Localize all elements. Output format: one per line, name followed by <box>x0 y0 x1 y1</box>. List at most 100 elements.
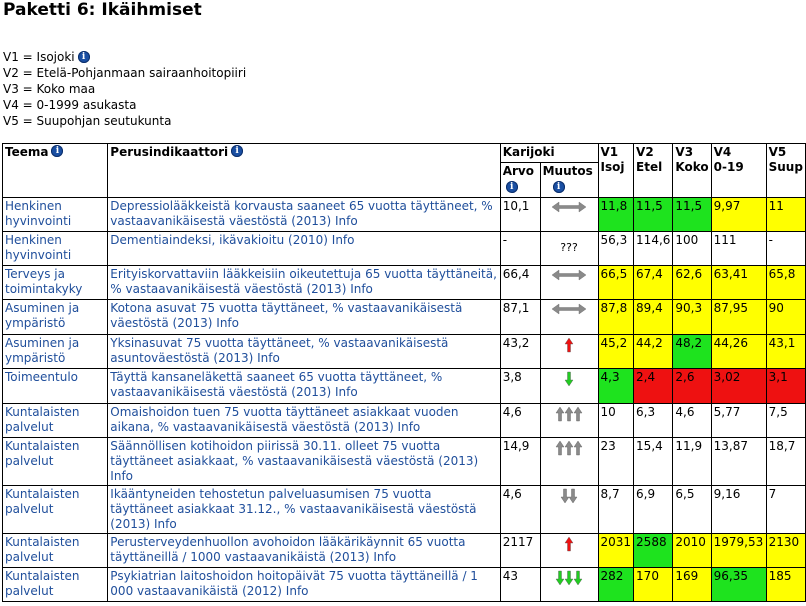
table-row: Kuntalaisten palvelut Säännöllisen kotiho… <box>1 437 806 486</box>
v1-value: 2031 <box>597 533 635 568</box>
muutos-indicator <box>539 403 599 438</box>
v5-value: 7,5 <box>765 403 806 438</box>
theme-link[interactable]: Henkinen hyvinvointi <box>1 197 109 232</box>
horizontal-arrow-icon <box>551 201 587 213</box>
v3-value: 100 <box>672 231 712 266</box>
v4-value: 5,77 <box>710 403 767 438</box>
v4-value: 3,02 <box>710 368 767 404</box>
muutos-indicator <box>539 567 599 602</box>
theme-link[interactable]: Kuntalaisten palvelut <box>1 485 109 534</box>
v4-value: 44,26 <box>710 334 767 369</box>
theme-link[interactable]: Asuminen ja ympäristö <box>1 334 109 369</box>
theme-link[interactable]: Asuminen ja ympäristö <box>1 299 109 335</box>
v3-value: 4,6 <box>672 403 712 438</box>
muutos-indicator <box>539 533 599 568</box>
indicator-link[interactable]: Ikääntyneiden tehostetun palveluasumisen… <box>107 485 501 534</box>
page-title: Paketti 6: Ikäihmiset <box>3 0 202 20</box>
muutos-indicator <box>539 299 599 335</box>
v3-value: 11,5 <box>672 197 712 232</box>
triple-down-arrow-icon <box>555 570 583 586</box>
v5-value: - <box>765 231 806 266</box>
v5-value: 90 <box>765 299 806 335</box>
table-row: Henkinen hyvinvointi Depressiolääkkeistä … <box>1 197 806 232</box>
indicator-link[interactable]: Kotona asuvat 75 vuotta täyttäneet, % va… <box>107 299 501 335</box>
v1-value: 282 <box>597 567 635 602</box>
table-row: Kuntalaisten palvelut Omaishoidon tuen 75… <box>1 403 806 438</box>
arvo-value: 10,1 <box>499 197 541 232</box>
info-icon[interactable] <box>51 145 64 157</box>
indicator-link[interactable]: Erityiskorvattaviin lääkkeisiin oikeutet… <box>107 265 501 300</box>
theme-link[interactable]: Henkinen hyvinvointi <box>1 231 109 266</box>
indicator-link[interactable]: Perusterveydenhuollon avohoidon lääkärik… <box>107 533 501 568</box>
theme-link[interactable]: Toimeentulo <box>1 368 109 404</box>
v3-value: 90,3 <box>672 299 712 335</box>
indicator-link[interactable]: Täyttä kansaneläkettä saaneet 65 vuotta … <box>107 368 501 404</box>
v1-value: 45,2 <box>597 334 635 369</box>
variable-legend: V1 = Isojoki V2 = Etelä-Pohjanmaan saira… <box>3 49 246 129</box>
v3-value: 2010 <box>672 533 712 568</box>
legend-item-v3: V3 = Koko maa <box>3 81 246 97</box>
table-row: Asuminen ja ympäristö Yksinasuvat 75 vuot… <box>1 334 806 369</box>
green-down-arrow-icon <box>564 371 574 387</box>
v5-value: 2130 <box>765 533 806 568</box>
theme-link[interactable]: Kuntalaisten palvelut <box>1 567 109 602</box>
table-row: Terveys ja toimintakyky Erityiskorvattavi… <box>1 265 806 300</box>
table-row: Toimeentulo Täyttä kansaneläkettä saaneet… <box>1 368 806 404</box>
indicator-link[interactable]: Omaishoidon tuen 75 vuotta täyttäneet as… <box>107 403 501 438</box>
muutos-indicator <box>539 334 599 369</box>
v1-value: 11,8 <box>597 197 635 232</box>
arvo-value: 4,6 <box>499 403 541 438</box>
indicator-link[interactable]: Dementiaindeksi, ikävakioitu (2010) Info <box>107 231 501 266</box>
v2-value: 15,4 <box>633 437 674 486</box>
v2-value: 170 <box>633 567 674 602</box>
info-icon[interactable] <box>505 180 518 193</box>
v2-value: 2588 <box>633 533 674 568</box>
header-v3: V3 Koko <box>672 143 712 198</box>
legend-text: V1 = Isojoki <box>3 50 75 64</box>
v3-value: 169 <box>672 567 712 602</box>
muutos-indicator <box>539 437 599 486</box>
v1-value: 87,8 <box>597 299 635 335</box>
muutos-indicator <box>539 197 599 232</box>
v2-value: 114,6 <box>633 231 674 266</box>
arvo-value: 3,8 <box>499 368 541 404</box>
info-icon[interactable] <box>77 51 90 63</box>
v1-value: 23 <box>597 437 635 486</box>
arvo-value: 43,2 <box>499 334 541 369</box>
triple-up-arrow-icon <box>555 440 583 456</box>
arvo-value: 43 <box>499 567 541 602</box>
indicator-link[interactable]: Yksinasuvat 75 vuotta täyttäneet, % vast… <box>107 334 501 369</box>
double-down-arrow-icon <box>560 488 578 504</box>
triple-up-arrow-icon <box>555 406 583 422</box>
arvo-value: 4,6 <box>499 485 541 534</box>
arvo-value: 14,9 <box>499 437 541 486</box>
red-up-arrow-icon <box>564 337 574 353</box>
header-perusindikaattori: Perusindikaattori <box>107 143 501 198</box>
muutos-indicator <box>539 485 599 534</box>
v3-value: 62,6 <box>672 265 712 300</box>
indicator-link[interactable]: Depressiolääkkeistä korvausta saaneet 65… <box>107 197 501 232</box>
indicator-link[interactable]: Psykiatrian laitoshoidon hoitopäivät 75 … <box>107 567 501 602</box>
table-row: Henkinen hyvinvointi Dementiaindeksi, ikä… <box>1 231 806 266</box>
indicator-link[interactable]: Säännöllisen kotihoidon piirissä 30.11. … <box>107 437 501 486</box>
v4-value: 96,35 <box>710 567 767 602</box>
v5-value: 3,1 <box>765 368 806 404</box>
arvo-value: - <box>499 231 541 266</box>
v4-value: 9,97 <box>710 197 767 232</box>
theme-link[interactable]: Kuntalaisten palvelut <box>1 533 109 568</box>
unknown-change-text: ??? <box>560 241 578 254</box>
theme-link[interactable]: Kuntalaisten palvelut <box>1 437 109 486</box>
horizontal-arrow-icon <box>551 303 587 315</box>
v5-value: 11 <box>765 197 806 232</box>
theme-link[interactable]: Terveys ja toimintakyky <box>1 265 109 300</box>
horizontal-arrow-icon <box>551 269 587 281</box>
theme-link[interactable]: Kuntalaisten palvelut <box>1 403 109 438</box>
v4-value: 13,87 <box>710 437 767 486</box>
header-arvo: Arvo <box>499 162 541 198</box>
legend-text: V5 = Suupohjan seutukunta <box>3 114 172 128</box>
header-v2: V2 Etel <box>633 143 674 198</box>
table-row: Kuntalaisten palvelut Psykiatrian laitosh… <box>1 567 806 602</box>
info-icon[interactable] <box>552 180 565 193</box>
muutos-indicator <box>539 265 599 300</box>
info-icon[interactable] <box>231 145 244 157</box>
